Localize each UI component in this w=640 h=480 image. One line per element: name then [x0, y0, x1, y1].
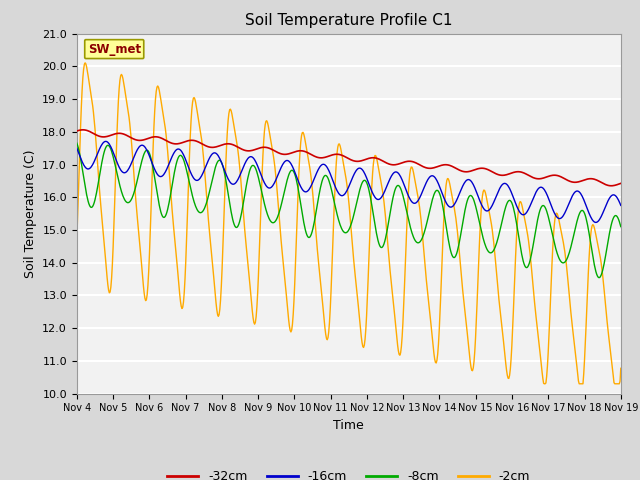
-32cm [73, 128, 81, 134]
-2cm [73, 237, 81, 243]
-32cm [416, 162, 424, 168]
-16cm [73, 145, 81, 151]
Line: -16cm: -16cm [77, 142, 621, 222]
-8cm [595, 275, 603, 280]
-2cm [81, 60, 89, 66]
-16cm [617, 203, 625, 208]
-16cm [592, 219, 600, 225]
Y-axis label: Soil Temperature (C): Soil Temperature (C) [24, 149, 36, 278]
-2cm [195, 117, 202, 123]
-32cm [140, 137, 147, 143]
-2cm [223, 128, 231, 134]
Line: -2cm: -2cm [77, 63, 621, 384]
-32cm [195, 139, 202, 145]
Title: Soil Temperature Profile C1: Soil Temperature Profile C1 [245, 13, 452, 28]
-32cm [223, 141, 231, 147]
-32cm [84, 128, 92, 133]
-8cm [617, 224, 625, 229]
Line: -8cm: -8cm [77, 143, 621, 277]
Legend: -32cm, -16cm, -8cm, -2cm: -32cm, -16cm, -8cm, -2cm [162, 465, 536, 480]
-8cm [194, 208, 202, 214]
-16cm [431, 175, 439, 181]
-2cm [617, 365, 625, 371]
-8cm [431, 190, 438, 196]
-2cm [541, 381, 548, 387]
Text: SW_met: SW_met [88, 43, 141, 56]
-16cm [102, 139, 109, 144]
-2cm [416, 204, 424, 210]
-16cm [140, 143, 147, 148]
-16cm [223, 174, 231, 180]
-8cm [73, 140, 81, 146]
-2cm [140, 283, 147, 288]
-32cm [79, 127, 86, 132]
-32cm [617, 180, 625, 186]
-16cm [416, 195, 424, 201]
-8cm [223, 181, 230, 187]
Line: -32cm: -32cm [77, 130, 621, 186]
-8cm [83, 192, 90, 198]
-32cm [607, 183, 615, 189]
-2cm [84, 68, 92, 74]
-8cm [139, 155, 147, 161]
-8cm [415, 240, 422, 246]
-2cm [431, 360, 439, 365]
-16cm [195, 177, 202, 182]
-16cm [83, 166, 90, 171]
-32cm [431, 165, 439, 170]
X-axis label: Time: Time [333, 419, 364, 432]
